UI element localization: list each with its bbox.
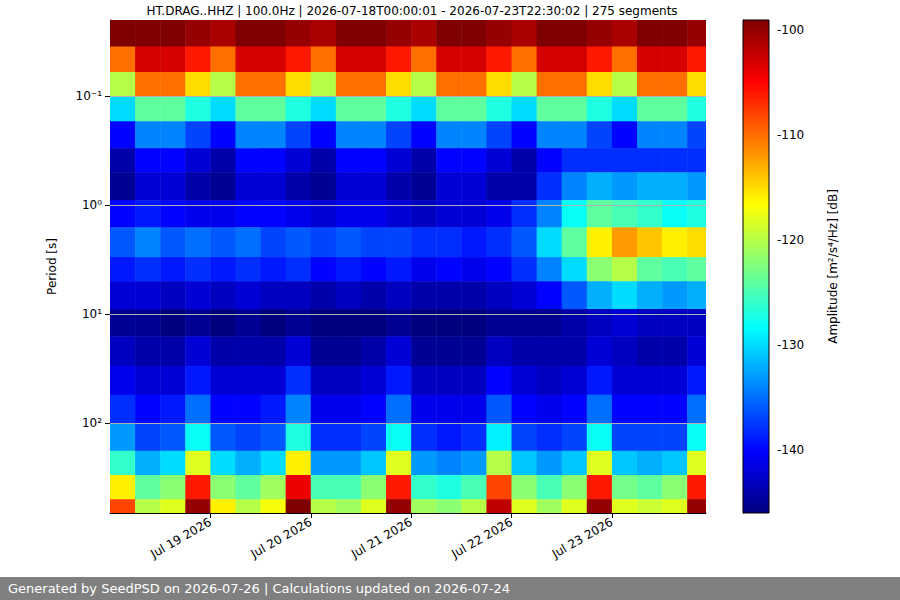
svg-text:Amplitude [m²/s⁴/Hz] [dB]: Amplitude [m²/s⁴/Hz] [dB] xyxy=(826,189,840,344)
svg-text:-110: -110 xyxy=(777,128,804,142)
svg-text:HT.DRAG..HHZ | 100.0Hz | 2026-: HT.DRAG..HHZ | 100.0Hz | 2026-07-18T00:0… xyxy=(146,4,677,18)
svg-text:-100: -100 xyxy=(777,23,804,37)
svg-text:10⁻¹: 10⁻¹ xyxy=(76,89,103,103)
svg-text:Jul 23 2026: Jul 23 2026 xyxy=(549,515,616,562)
svg-text:Jul 19 2026: Jul 19 2026 xyxy=(147,515,214,562)
svg-text:-130: -130 xyxy=(777,338,804,352)
svg-text:-120: -120 xyxy=(777,233,804,247)
svg-text:Jul 20 2026: Jul 20 2026 xyxy=(248,515,315,562)
svg-text:10¹: 10¹ xyxy=(82,307,102,321)
svg-text:-140: -140 xyxy=(777,443,804,457)
html-text:Generated by SeedPSD on 2026-0: Generated by SeedPSD on 2026-07-26 | Cal… xyxy=(8,581,510,596)
svg-text:Period [s]: Period [s] xyxy=(45,238,59,295)
svg-text:Jul 21 2026: Jul 21 2026 xyxy=(348,515,415,562)
svg-text:Jul 22 2026: Jul 22 2026 xyxy=(448,515,515,562)
svg-text:10⁰: 10⁰ xyxy=(82,198,102,212)
svg-text:10²: 10² xyxy=(82,416,102,430)
